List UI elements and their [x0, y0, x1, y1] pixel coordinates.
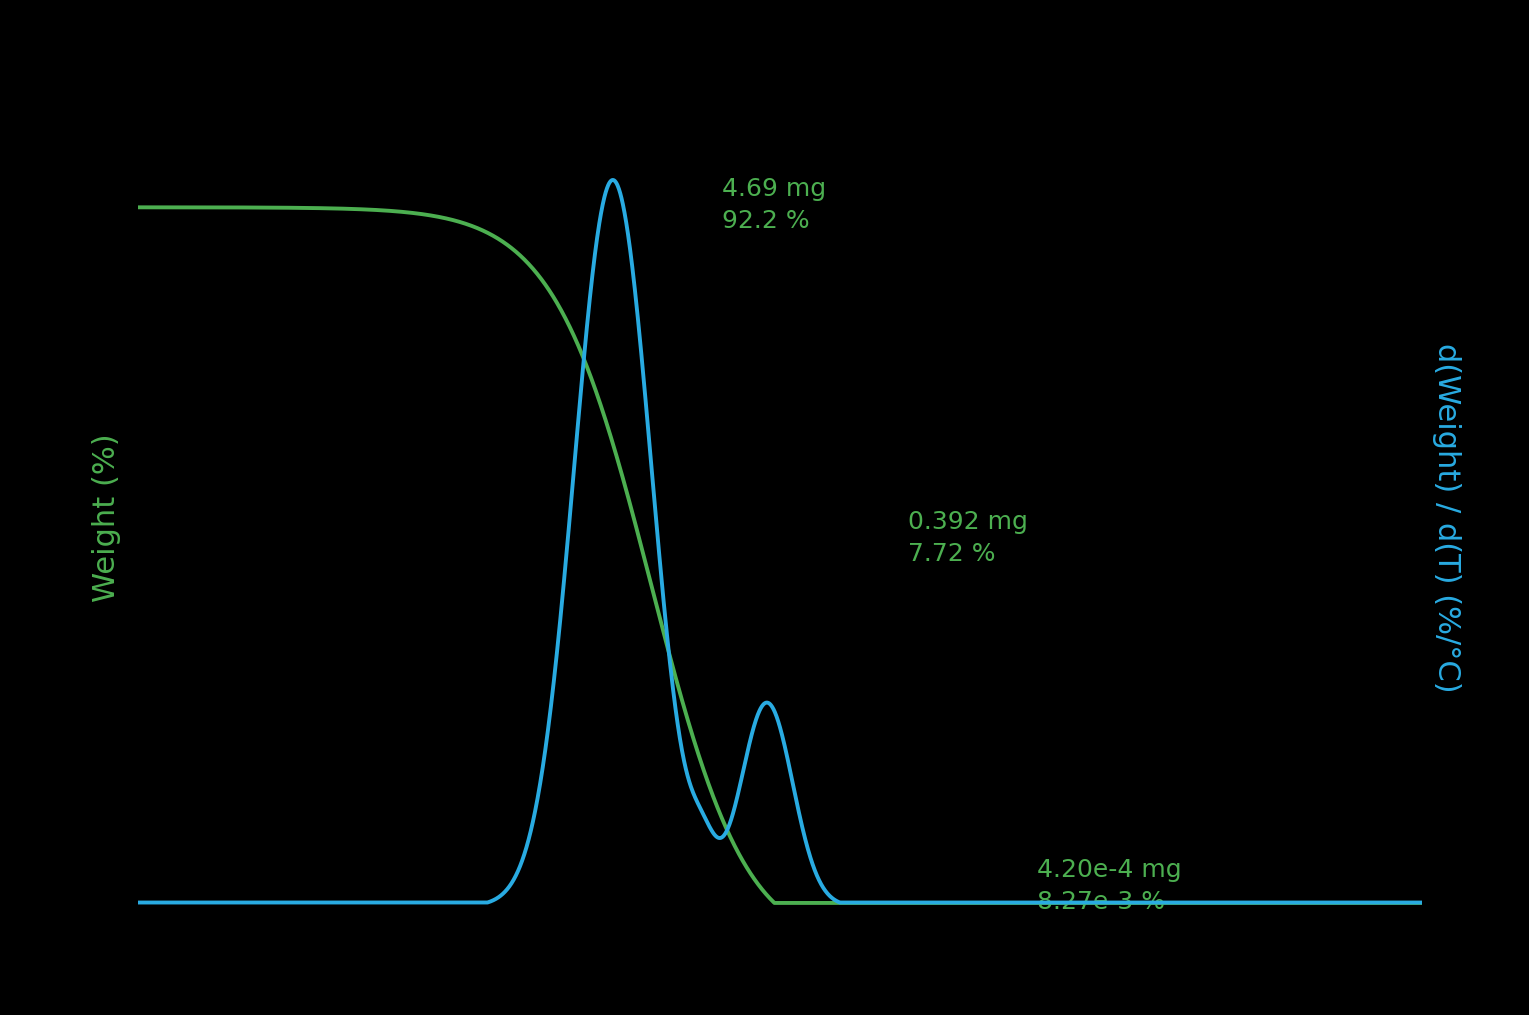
Text: 4.69 mg
92.2 %: 4.69 mg 92.2 %	[722, 177, 826, 232]
Y-axis label: d(Weight) / d(T) (%/°C): d(Weight) / d(T) (%/°C)	[1431, 343, 1460, 692]
Text: 4.20e-4 mg
8.27e-3 %: 4.20e-4 mg 8.27e-3 %	[1037, 859, 1182, 914]
Text: 0.392 mg
7.72 %: 0.392 mg 7.72 %	[908, 511, 1027, 565]
Y-axis label: Weight (%): Weight (%)	[92, 433, 121, 602]
